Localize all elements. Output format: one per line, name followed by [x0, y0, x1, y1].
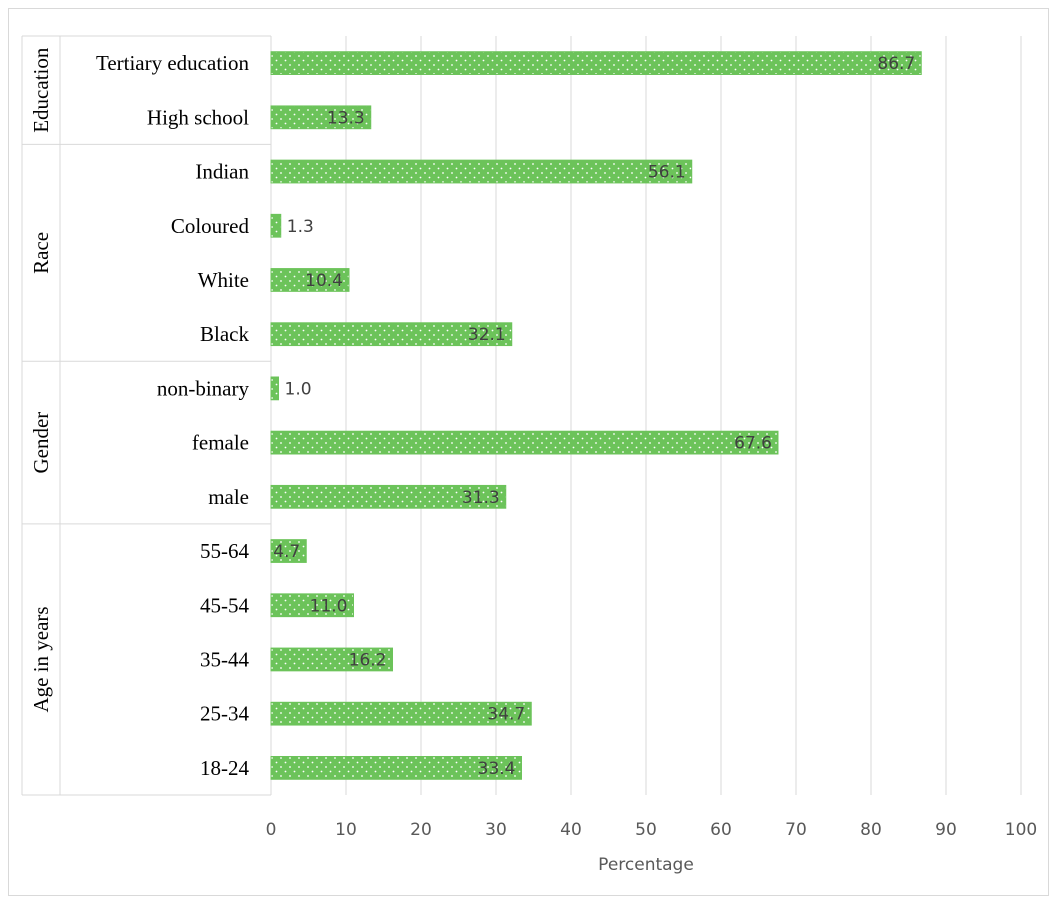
category-label: female	[192, 431, 249, 455]
bar	[270, 701, 532, 726]
data-label: 86.7	[877, 54, 915, 74]
data-label: 34.7	[487, 705, 525, 725]
bar	[270, 593, 354, 618]
data-label: 1.0	[285, 379, 312, 399]
bar	[270, 376, 279, 401]
category-label: 45-54	[200, 593, 249, 617]
bar	[270, 213, 282, 238]
x-tick-label: 60	[710, 820, 732, 840]
data-label: 16.2	[349, 650, 387, 670]
data-label: 32.1	[468, 325, 506, 345]
x-axis-title: Percentage	[598, 855, 694, 875]
x-tick-label: 70	[785, 820, 807, 840]
labels: 0 10 20 30 40 50 60 70 80 90 100 Education Tertiary …	[29, 47, 1037, 840]
bar	[270, 539, 307, 563]
data-label: 13.3	[327, 108, 365, 128]
data-label: 4.7	[273, 542, 300, 562]
x-tick-label: 90	[935, 820, 957, 840]
bar	[270, 756, 522, 780]
x-tick-label: 100	[1005, 820, 1037, 840]
x-tick-label: 30	[485, 820, 507, 840]
group-label: Race	[29, 232, 53, 274]
group-label: Education	[29, 47, 53, 133]
data-label: 31.3	[462, 488, 500, 508]
bar	[270, 268, 350, 292]
bar	[270, 322, 513, 347]
x-tick-label: 20	[410, 820, 432, 840]
bar	[270, 159, 693, 184]
x-tick-label: 0	[266, 820, 277, 840]
group-label: Gender	[29, 412, 53, 474]
category-label: Indian	[195, 160, 249, 184]
data-label: 67.6	[734, 434, 772, 454]
category-label: 55-64	[200, 539, 249, 563]
category-label: non-binary	[157, 376, 250, 400]
bar	[270, 430, 779, 455]
x-tick-label: 10	[335, 820, 357, 840]
category-label: Tertiary education	[96, 51, 250, 75]
category-label: White	[198, 268, 249, 292]
group-label: Age in years	[29, 606, 53, 712]
data-label: 1.3	[287, 217, 314, 237]
bars	[270, 51, 922, 780]
bar	[270, 51, 922, 75]
category-label: Coloured	[171, 214, 250, 238]
x-tick-label: 40	[560, 820, 582, 840]
bar	[270, 105, 372, 130]
x-tick-label: 80	[860, 820, 882, 840]
category-label: 25-34	[200, 702, 249, 726]
data-label: 33.4	[478, 759, 516, 779]
data-label: 56.1	[648, 163, 686, 183]
category-label: Black	[200, 322, 249, 346]
category-label: 18-24	[200, 756, 249, 780]
category-label: 35-44	[200, 647, 249, 671]
data-label: 10.4	[305, 271, 343, 291]
category-label: High school	[147, 105, 249, 129]
bar	[270, 484, 507, 509]
category-label: male	[208, 485, 249, 509]
bar	[270, 647, 393, 672]
x-tick-label: 50	[635, 820, 657, 840]
data-label: 11.0	[310, 596, 348, 616]
